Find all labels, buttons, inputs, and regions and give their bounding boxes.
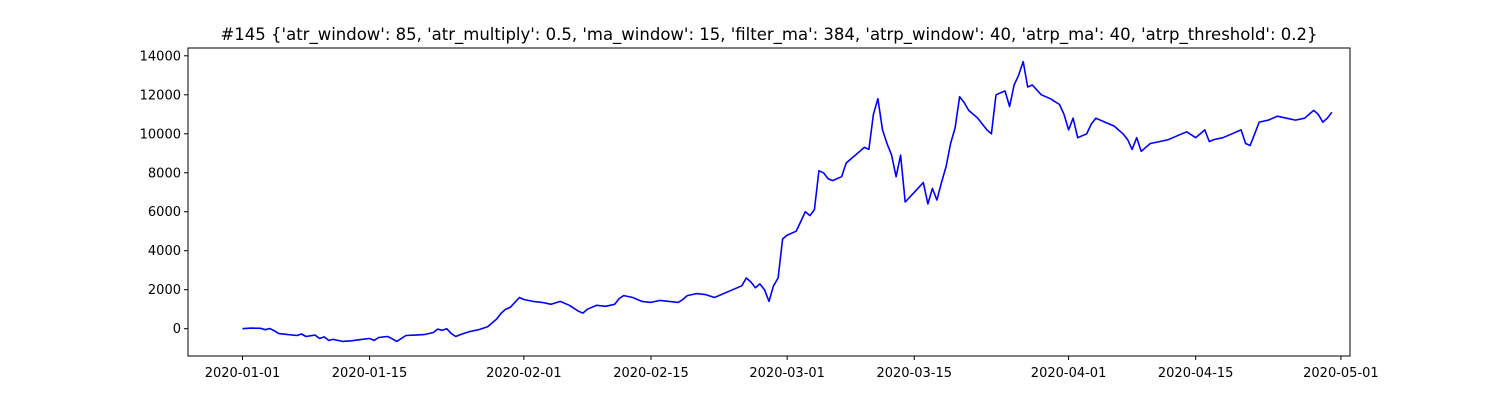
y-tick-label: 8000 <box>148 166 181 181</box>
x-tick-label: 2020-03-01 <box>749 366 825 381</box>
plot-area: 2020-01-01 2020-01-15 2020-02-01 2020-02-15… <box>140 47 1379 381</box>
x-tick-label: 2020-02-15 <box>613 366 689 381</box>
x-tick-label: 2020-04-15 <box>1158 366 1234 381</box>
x-tick-label: 2020-02-01 <box>486 366 562 381</box>
plot-frame <box>187 47 1351 357</box>
x-tick-label: 2020-01-15 <box>332 366 408 381</box>
y-tick-label: 0 <box>173 322 181 337</box>
x-tick-label: 2020-01-01 <box>205 366 281 381</box>
y-tick-label: 10000 <box>140 127 181 142</box>
y-tick-label: 6000 <box>148 205 181 220</box>
x-tick-label: 2020-05-01 <box>1303 366 1379 381</box>
chart-title: #145 {'atr_window': 85, 'atr_multiply': … <box>220 25 1317 45</box>
y-tick-label: 12000 <box>140 88 181 103</box>
y-tick-label: 14000 <box>140 49 181 64</box>
y-tick-label: 4000 <box>148 244 181 259</box>
y-tick-label: 2000 <box>148 283 181 298</box>
series-line-0 <box>242 60 1333 343</box>
x-tick-label: 2020-04-01 <box>1031 366 1107 381</box>
x-tick-label: 2020-03-15 <box>876 366 952 381</box>
